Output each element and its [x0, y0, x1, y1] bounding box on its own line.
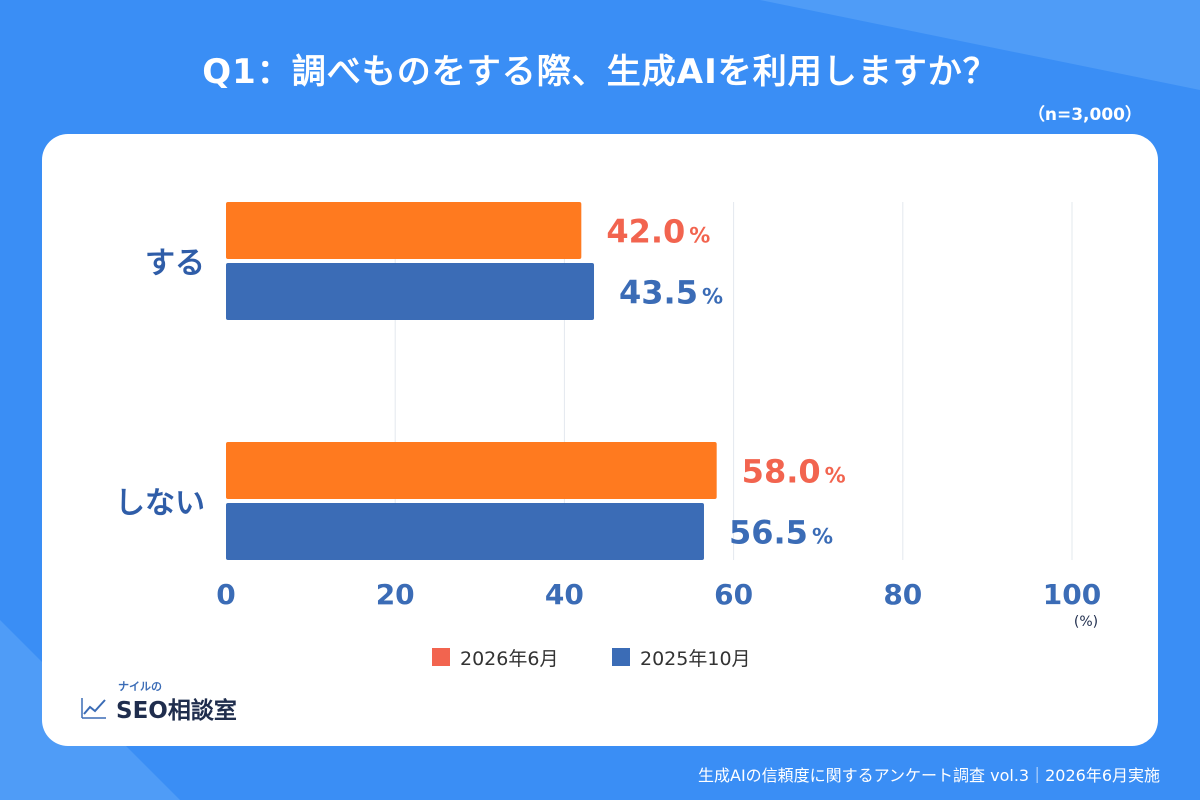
grid-lines [394, 202, 1073, 560]
logo-main-text: SEO相談室 [116, 697, 237, 724]
x-tick-label: 80 [883, 578, 922, 611]
x-axis-ticks: 0 20 40 60 80 100 (%) [216, 578, 1101, 630]
legend-label: 2025年10月 [640, 648, 751, 670]
chart-title: Q1：調べものをする際、生成AIを利用しますか？ [202, 52, 998, 92]
bar-value-label: 56.5% [729, 514, 833, 552]
legend-swatch [612, 648, 630, 666]
bars [226, 202, 717, 560]
bar [226, 503, 704, 560]
x-axis-unit: (%) [1074, 614, 1098, 630]
legend-swatch [432, 648, 450, 666]
legend-label: 2026年6月 [460, 648, 558, 670]
footer-note: 生成AIの信頼度に関するアンケート調査 vol.3｜2026年6月実施 [698, 766, 1160, 785]
percent-unit: % [812, 525, 833, 549]
x-tick-label: 100 [1043, 578, 1101, 611]
x-tick-label: 0 [216, 578, 235, 611]
value-labels: 42.0 % 43.5 % 58.0 % 56.5% [606, 213, 845, 552]
logo: ナイルの SEO相談室 [78, 676, 248, 730]
category-label: する [145, 246, 205, 281]
legend: 2026年6月 2025年10月 [432, 648, 751, 670]
bar [226, 442, 717, 499]
percent-unit: % [702, 285, 723, 309]
x-tick-label: 20 [376, 578, 415, 611]
sample-size: （n=3,000） [1027, 105, 1142, 125]
x-tick-label: 60 [714, 578, 753, 611]
category-label: しない [115, 486, 205, 521]
bar [226, 263, 595, 320]
bar-value-label: 42.0% [606, 213, 710, 251]
logo-small-text: ナイルの [118, 680, 162, 693]
percent-unit: % [689, 224, 710, 248]
bar-value-label: 43.5% [619, 274, 723, 312]
bar-value-label: 58.0% [742, 453, 846, 491]
percent-unit: % [825, 464, 846, 488]
x-tick-label: 40 [545, 578, 584, 611]
logo-graphic: ナイルの SEO相談室 [81, 680, 237, 724]
trend-chart-icon [81, 698, 106, 719]
bar [226, 202, 582, 259]
